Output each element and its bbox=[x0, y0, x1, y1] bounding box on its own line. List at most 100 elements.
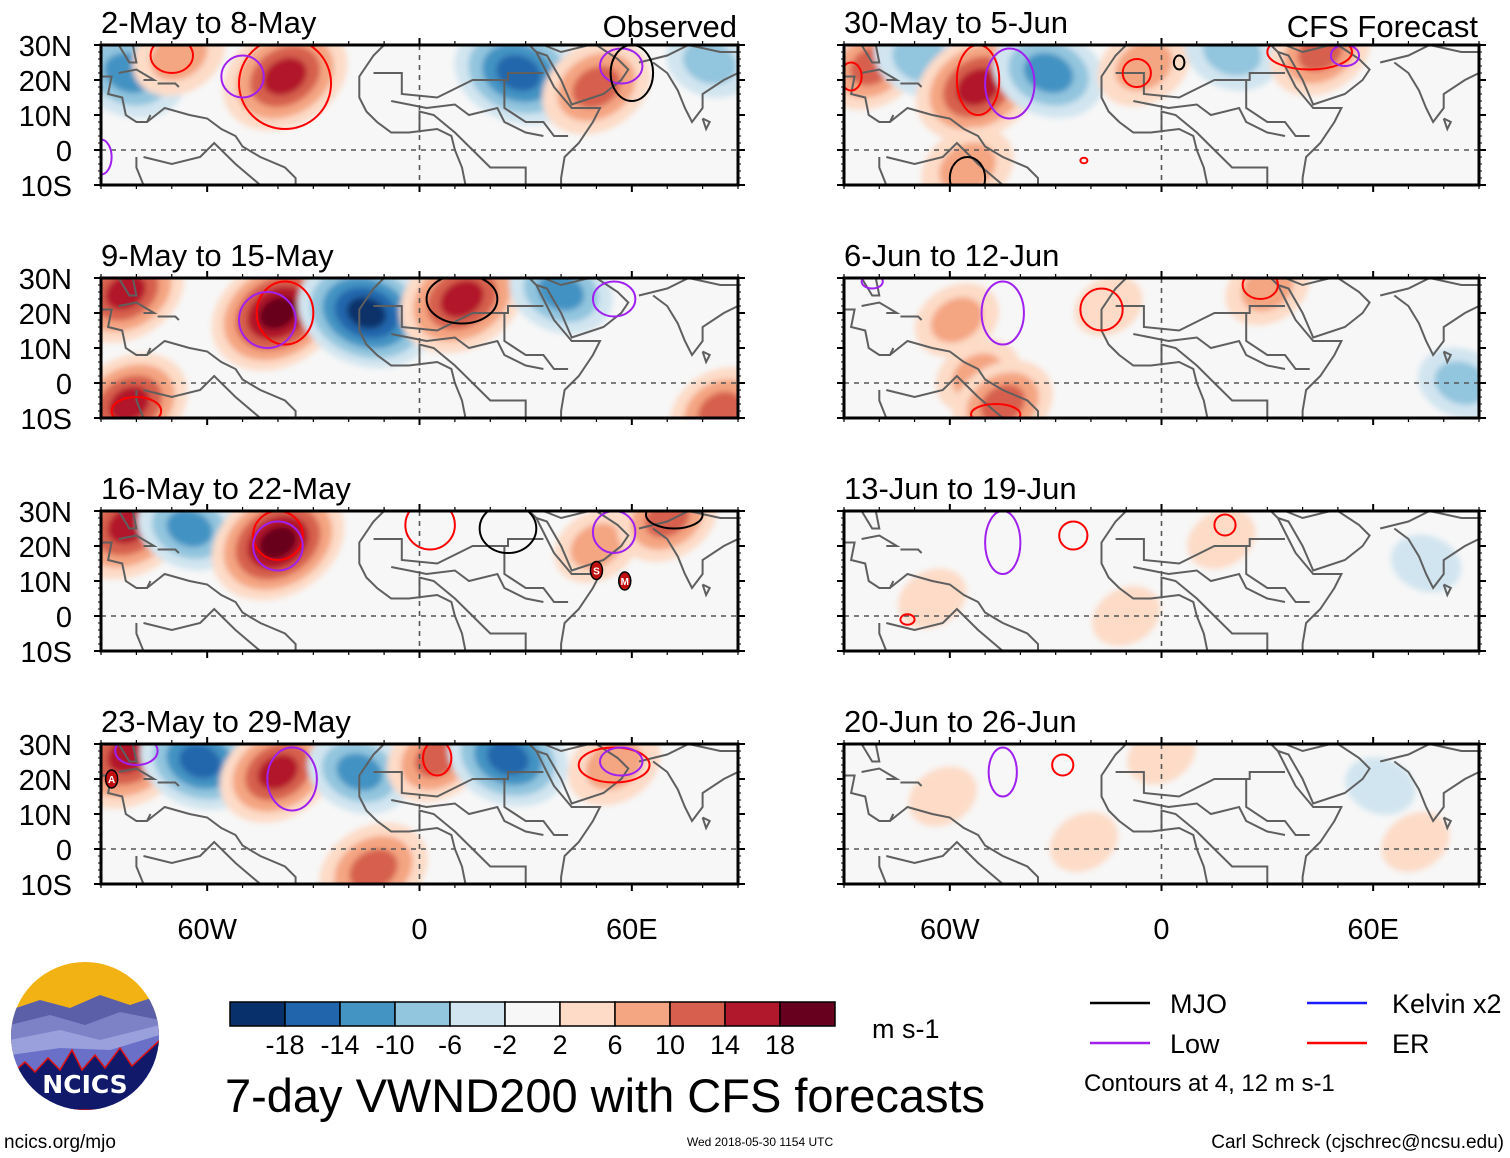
coastline bbox=[118, 301, 158, 314]
coastline bbox=[886, 840, 1004, 884]
coastline bbox=[844, 45, 881, 64]
contour-low bbox=[266, 746, 318, 812]
ncics-logo: NCICS bbox=[11, 962, 159, 1110]
contour-er bbox=[422, 744, 453, 777]
coastline bbox=[878, 623, 888, 651]
coastline bbox=[1393, 760, 1479, 823]
contour-low bbox=[860, 278, 884, 290]
coastline bbox=[373, 305, 544, 332]
coastline bbox=[1379, 278, 1479, 297]
colorbar-tick-label: -10 bbox=[375, 1030, 414, 1060]
coastline bbox=[543, 278, 590, 287]
anomaly-shade bbox=[259, 296, 297, 330]
footer-author: Carl Schreck (cjschrec@ncsu.edu) bbox=[1211, 1132, 1504, 1153]
anomaly-shade bbox=[349, 848, 398, 884]
coastline bbox=[1133, 333, 1286, 370]
coastline bbox=[844, 744, 881, 763]
coastline bbox=[1160, 809, 1269, 884]
x-tick-label: 0 bbox=[1153, 914, 1169, 946]
logo-text: NCICS bbox=[42, 1070, 127, 1099]
coastline bbox=[1115, 72, 1285, 99]
colorbar-tick-label: 14 bbox=[710, 1030, 740, 1060]
y-tick-label: 20N bbox=[19, 532, 72, 564]
contour-low bbox=[252, 520, 304, 572]
coastline bbox=[146, 106, 297, 185]
coastline bbox=[1277, 278, 1371, 339]
y-tick-label: 10N bbox=[19, 101, 72, 133]
footer-url[interactable]: ncics.org/mjo bbox=[4, 1132, 116, 1153]
y-tick-label: 10S bbox=[20, 171, 72, 203]
coastline bbox=[157, 315, 180, 321]
y-tick-label: 10N bbox=[19, 334, 72, 366]
colorbar-swatch bbox=[449, 1001, 506, 1027]
cyclone-marker: M bbox=[618, 571, 632, 591]
anomaly-shade bbox=[1049, 812, 1118, 872]
coastline bbox=[157, 82, 180, 88]
coastlines bbox=[101, 744, 738, 884]
anomaly-shade bbox=[956, 68, 1000, 106]
coastline bbox=[889, 106, 1039, 185]
coastline bbox=[1284, 511, 1332, 520]
coastline bbox=[1245, 80, 1310, 137]
coastline bbox=[652, 294, 738, 357]
coastline bbox=[900, 82, 923, 88]
contour-low bbox=[238, 291, 297, 349]
coastline bbox=[1126, 278, 1344, 418]
anomaly-shade bbox=[1434, 361, 1479, 405]
coastline bbox=[638, 278, 738, 297]
y-tick-label: 0 bbox=[56, 602, 72, 634]
anomaly-shade bbox=[572, 65, 621, 109]
y-tick-label: 10N bbox=[19, 567, 72, 599]
coastline bbox=[1442, 816, 1453, 831]
longitude-labels: 60W 0 60E 60W 0 60E bbox=[177, 914, 1399, 946]
coastline bbox=[1160, 110, 1269, 185]
coastline bbox=[844, 278, 881, 297]
map-panel-7: 13-Jun to 19-Jun bbox=[837, 471, 1486, 658]
coastline bbox=[861, 301, 901, 314]
contour-low bbox=[984, 511, 1022, 575]
coastline bbox=[143, 840, 261, 884]
colorbar-swatch bbox=[724, 1001, 781, 1027]
coastline bbox=[878, 157, 888, 185]
anomaly-shade bbox=[1390, 534, 1462, 593]
coastline bbox=[701, 350, 712, 365]
coastline bbox=[146, 805, 297, 884]
contour-mjo bbox=[609, 45, 655, 102]
coastline bbox=[384, 278, 602, 418]
coastline bbox=[638, 744, 738, 763]
colorbar-swatch bbox=[559, 1001, 616, 1027]
coastline bbox=[373, 72, 544, 99]
coastline bbox=[1126, 45, 1344, 185]
contour-er bbox=[955, 45, 1001, 116]
colorbar-tick-label: -18 bbox=[265, 1030, 304, 1060]
colorbar-swatch bbox=[669, 1001, 726, 1027]
contour-er bbox=[1079, 156, 1089, 165]
anomaly-shade bbox=[179, 744, 221, 779]
coastline bbox=[384, 744, 602, 884]
coastline bbox=[1442, 117, 1453, 132]
coastline bbox=[118, 68, 158, 81]
coastline bbox=[889, 572, 1039, 651]
coastline bbox=[1393, 61, 1479, 124]
contours-note: Contours at 4, 12 m s-1 bbox=[1084, 1070, 1335, 1097]
coastline bbox=[1284, 45, 1332, 54]
map-panel-6: 6-Jun to 12-Jun bbox=[837, 238, 1486, 425]
contour-low bbox=[598, 746, 644, 777]
cyclone-label: M bbox=[621, 577, 629, 588]
colorbar-tick-label: 2 bbox=[552, 1030, 567, 1060]
contour-low bbox=[101, 138, 113, 176]
coastline bbox=[1277, 744, 1371, 805]
anomaly-shade bbox=[109, 386, 150, 418]
coastline bbox=[900, 781, 923, 787]
coastline bbox=[1379, 511, 1479, 530]
coastlines bbox=[844, 744, 1479, 884]
coastline bbox=[844, 774, 895, 822]
coastline bbox=[535, 278, 630, 339]
coastline bbox=[638, 511, 738, 530]
coastline bbox=[844, 308, 895, 356]
map-panel-5: 30-May to 5-Jun bbox=[837, 5, 1486, 192]
cyclone-marker: A bbox=[104, 769, 119, 789]
coastline bbox=[701, 117, 712, 132]
coastline bbox=[384, 45, 602, 185]
